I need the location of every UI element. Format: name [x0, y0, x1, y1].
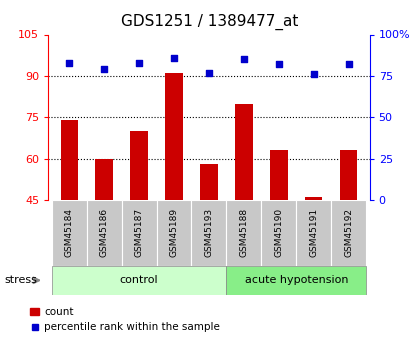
Point — [206, 70, 213, 75]
Point — [101, 67, 108, 72]
Legend: count, percentile rank within the sample: count, percentile rank within the sample — [26, 303, 224, 336]
Bar — [235, 104, 252, 200]
Bar — [200, 164, 218, 200]
Text: acute hypotension: acute hypotension — [244, 275, 348, 285]
Text: GSM45193: GSM45193 — [205, 208, 213, 257]
Point — [136, 60, 142, 66]
Bar — [226, 266, 366, 295]
Bar — [165, 73, 183, 200]
Point — [276, 61, 282, 67]
Bar — [60, 120, 78, 200]
Point — [310, 71, 317, 77]
Bar — [192, 200, 226, 266]
Bar — [122, 200, 157, 266]
Bar — [87, 200, 122, 266]
Bar — [52, 266, 226, 295]
Text: stress: stress — [4, 275, 37, 285]
Bar — [305, 197, 323, 200]
Bar — [270, 150, 288, 200]
Bar — [340, 150, 357, 200]
Bar — [157, 200, 192, 266]
Bar — [296, 200, 331, 266]
Bar — [226, 200, 261, 266]
Bar — [130, 131, 148, 200]
Text: GSM45189: GSM45189 — [170, 208, 178, 257]
Text: GDS1251 / 1389477_at: GDS1251 / 1389477_at — [121, 14, 299, 30]
Bar — [331, 200, 366, 266]
Bar — [52, 200, 87, 266]
Bar — [95, 159, 113, 200]
Point — [345, 61, 352, 67]
Text: GSM45184: GSM45184 — [65, 208, 74, 257]
Text: GSM45191: GSM45191 — [309, 208, 318, 257]
Text: GSM45186: GSM45186 — [100, 208, 109, 257]
Text: GSM45188: GSM45188 — [239, 208, 248, 257]
Text: control: control — [120, 275, 158, 285]
Point — [171, 55, 177, 60]
Bar — [261, 200, 296, 266]
Text: GSM45187: GSM45187 — [134, 208, 144, 257]
Text: GSM45190: GSM45190 — [274, 208, 284, 257]
Point — [241, 57, 247, 62]
Point — [66, 60, 73, 66]
Text: GSM45192: GSM45192 — [344, 208, 353, 257]
